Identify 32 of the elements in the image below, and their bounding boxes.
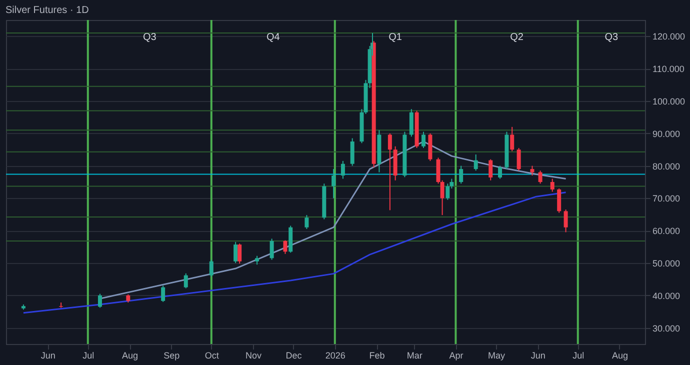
- y-tick-label: 90.000: [652, 128, 680, 139]
- y-tick-label: 120.000: [652, 32, 686, 42]
- y-tick-label: 70.000: [652, 194, 680, 204]
- x-tick-label: Dec: [286, 350, 302, 360]
- y-tick-label: 40.000: [652, 290, 680, 301]
- annotation: Q3: [604, 32, 619, 43]
- y-tick-label: 110.000: [652, 64, 684, 74]
- y-tick-label: 50.000: [652, 258, 680, 268]
- x-tick-label: Jun: [40, 350, 56, 360]
- annotation: Q2: [510, 32, 524, 43]
- chart-title: Silver Futures · 1D: [6, 5, 89, 16]
- x-tick-label: Apr: [449, 350, 464, 360]
- x-tick-label: Jul: [82, 350, 94, 360]
- y-tick-label: 100.000: [652, 96, 686, 106]
- x-tick-label: Sep: [164, 350, 180, 360]
- y-tick-label: 60.000: [652, 226, 680, 236]
- x-tick-label: 2026: [325, 350, 346, 360]
- x-tick-label: Aug: [612, 350, 628, 360]
- x-tick-label: Jul: [572, 350, 584, 360]
- y-tick-label: 80.000: [652, 161, 680, 172]
- annotation: Q3: [142, 32, 157, 43]
- line-series: [22, 192, 567, 314]
- y-tick-label: 30.000: [652, 323, 680, 334]
- x-tick-label: Jun: [530, 350, 546, 360]
- x-tick-label: May: [488, 350, 506, 360]
- x-tick-label: Nov: [246, 350, 262, 360]
- x-tick-label: Mar: [406, 350, 422, 360]
- annotation: Q1: [388, 32, 402, 43]
- x-tick-label: Feb: [369, 350, 385, 360]
- annotation: Q4: [266, 32, 280, 43]
- x-tick-label: Aug: [122, 350, 138, 360]
- x-tick-label: Oct: [204, 350, 220, 360]
